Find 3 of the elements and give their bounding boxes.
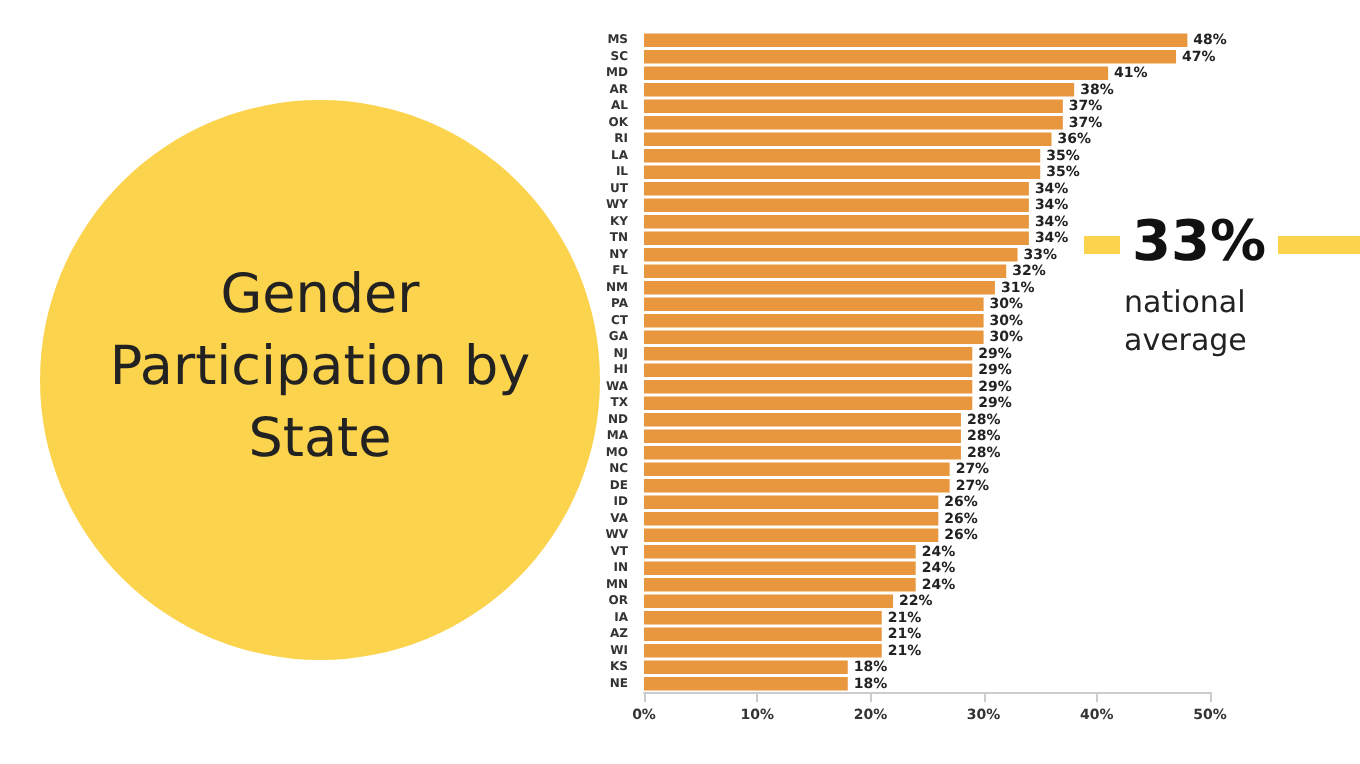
- annotation: national average: [1124, 284, 1249, 360]
- annotation: 33%: [1132, 208, 1267, 276]
- text: Gender Participation by State: [107, 262, 533, 474]
